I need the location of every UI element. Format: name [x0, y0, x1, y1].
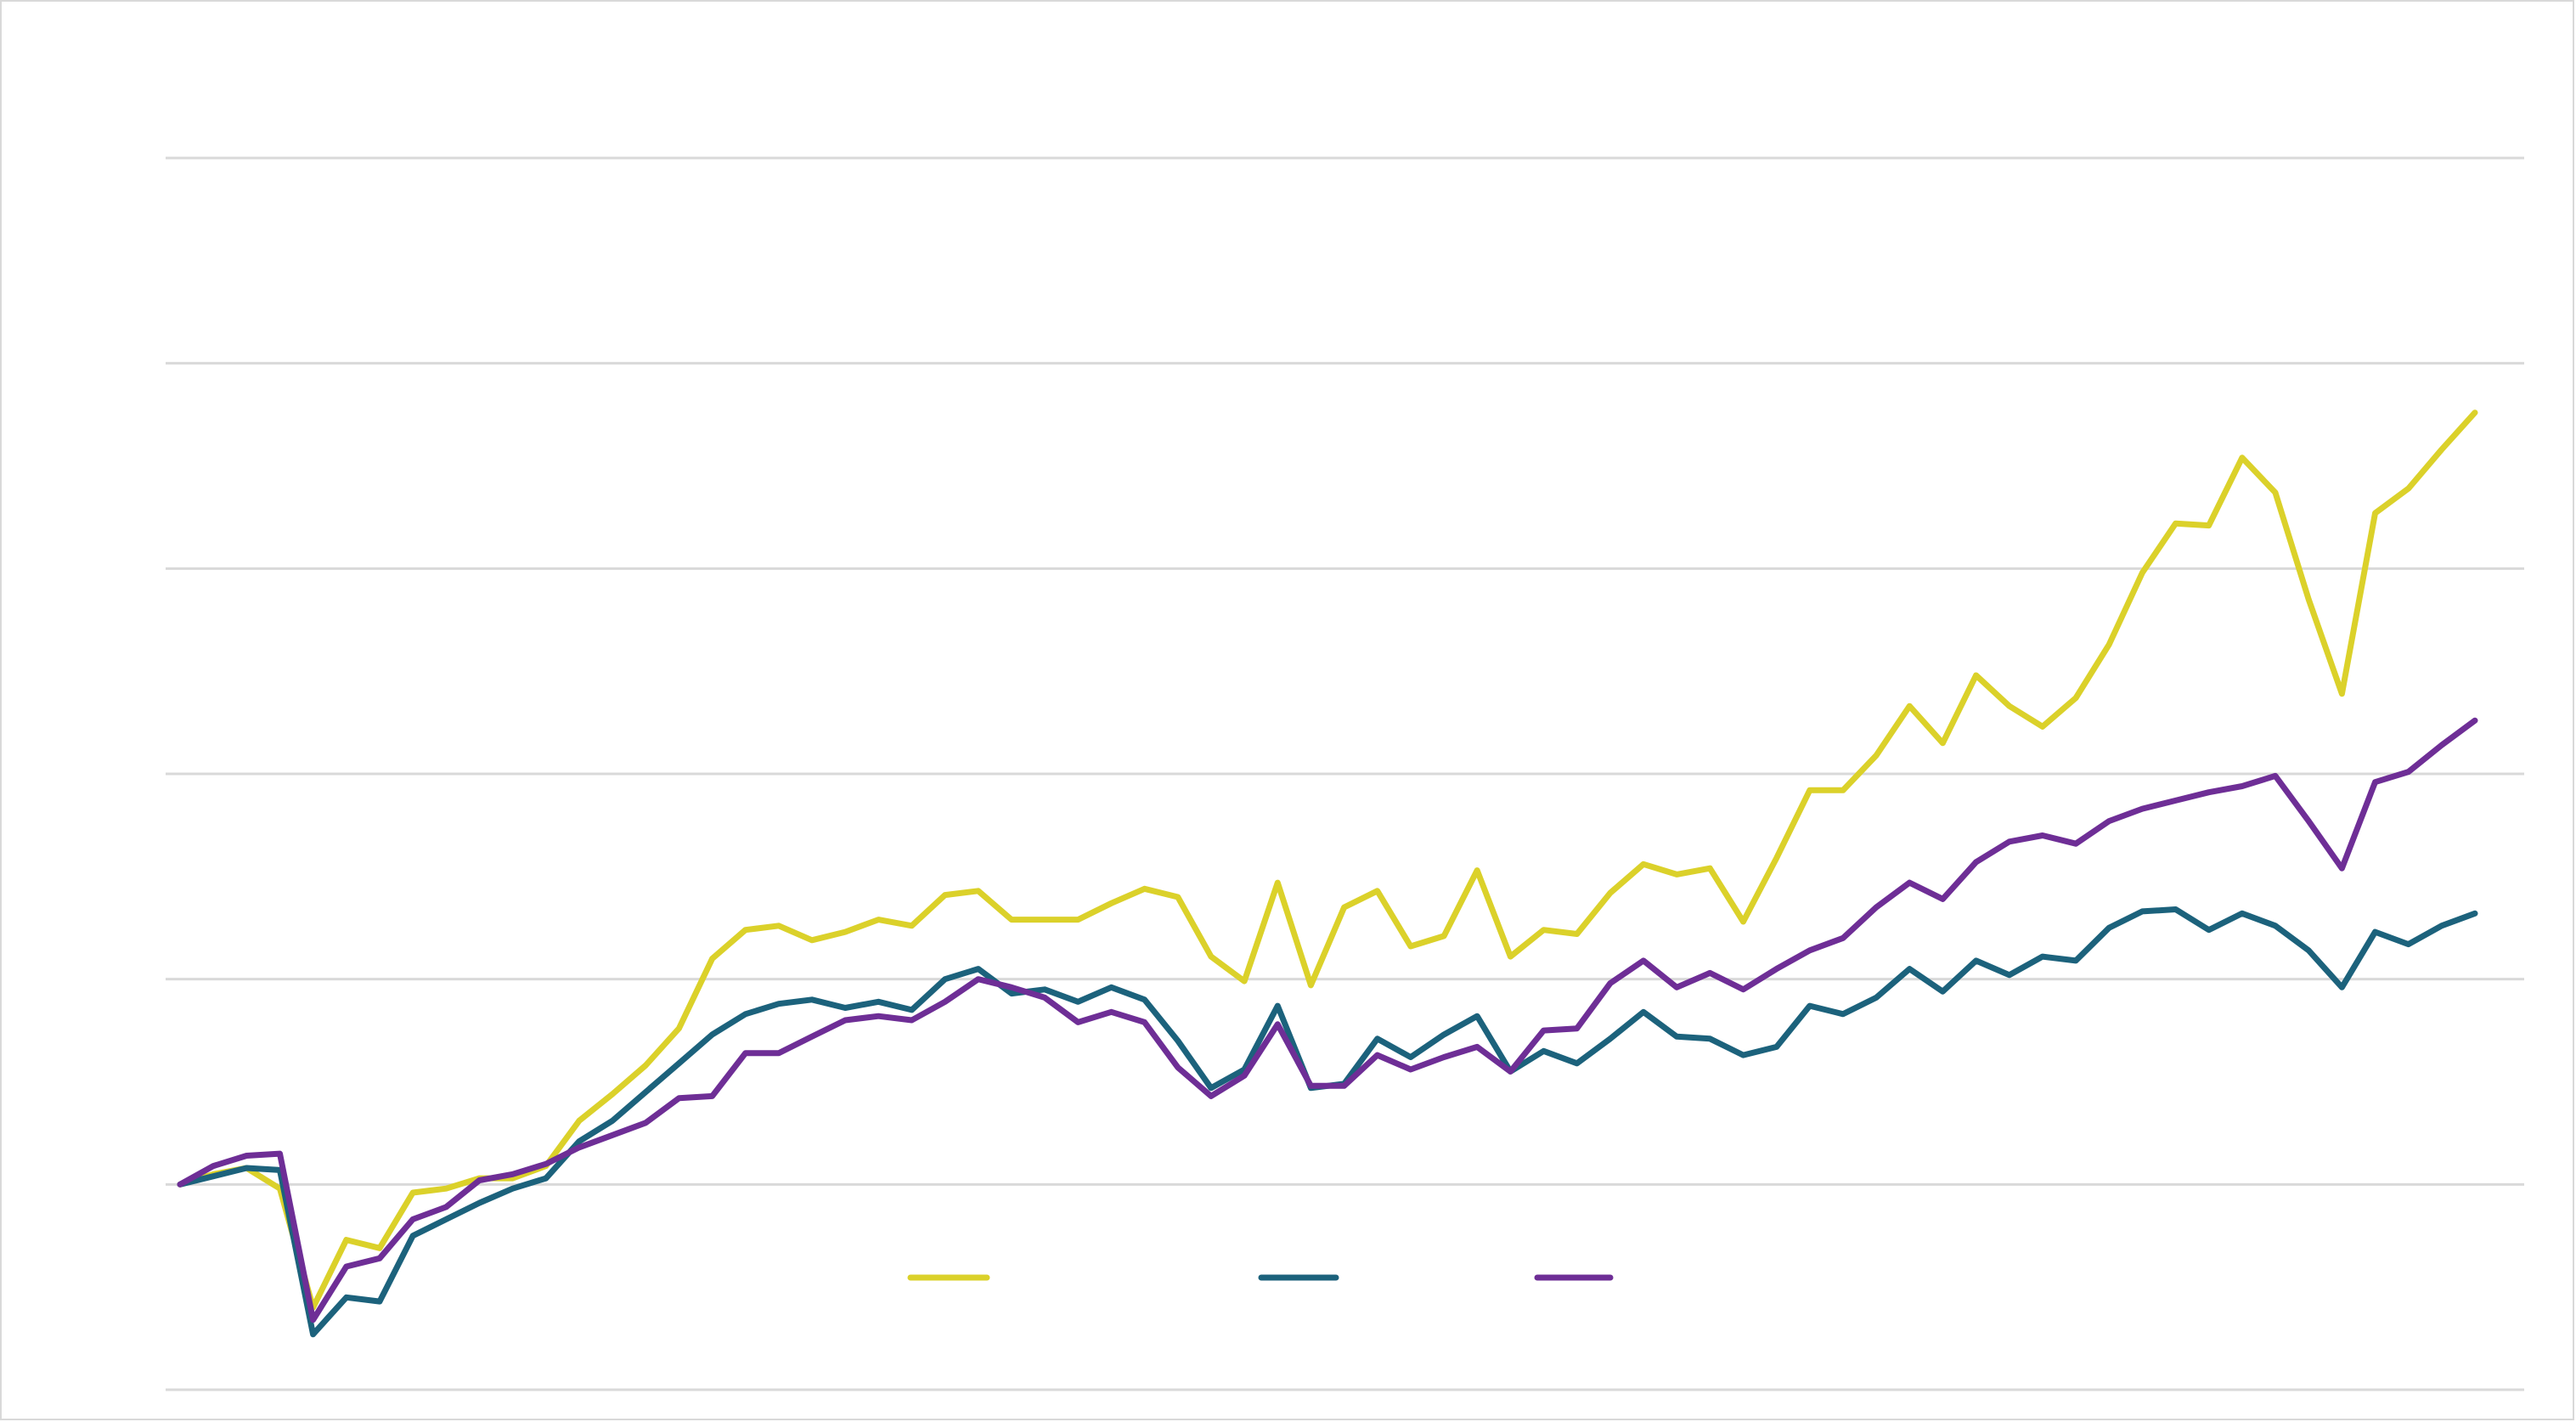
series-line-3: [177, 717, 2478, 1323]
series-line-2: [177, 906, 2478, 1338]
gridlines: [166, 156, 2524, 1391]
series-lines: [177, 409, 2478, 1338]
series-line-1: [177, 409, 2478, 1311]
